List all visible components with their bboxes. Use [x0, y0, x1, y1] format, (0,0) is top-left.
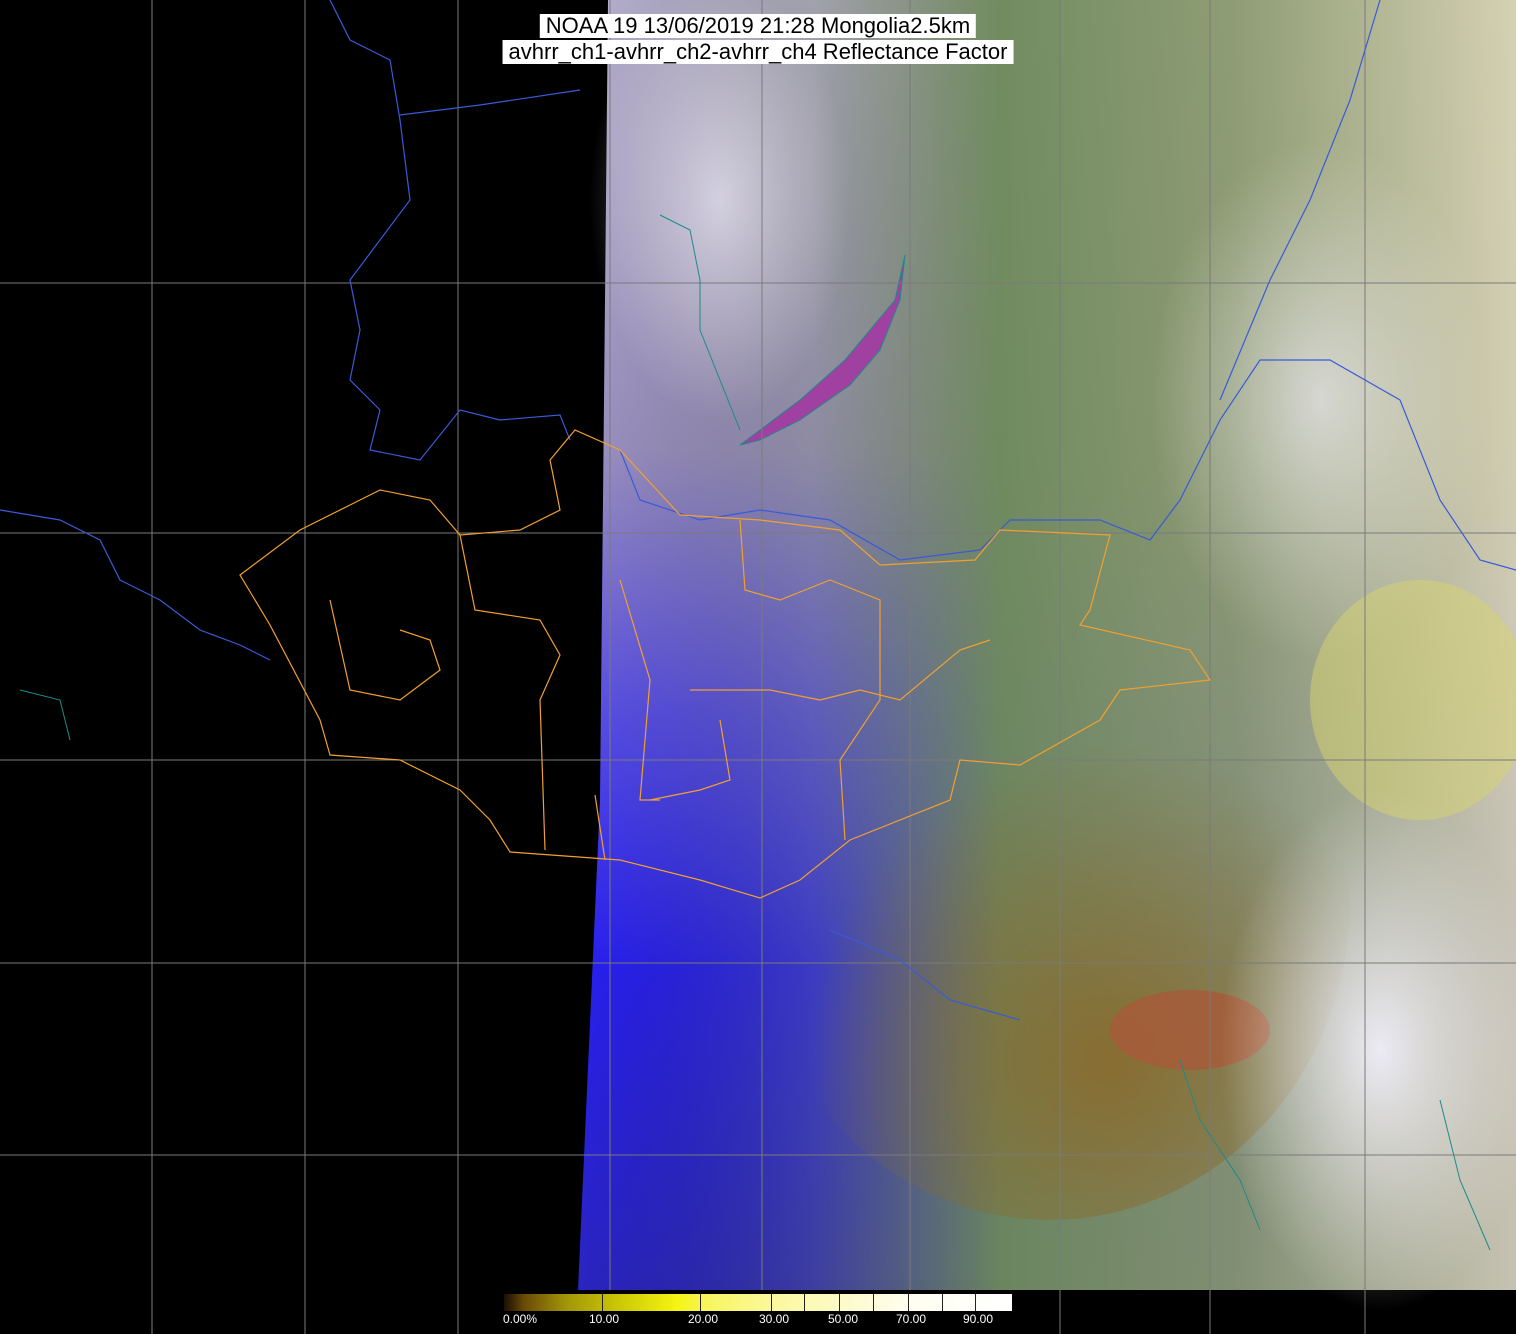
rivers-coastlines [19, 214, 1491, 1251]
colorbar-label: 70.00 [895, 1312, 927, 1326]
colorbar-tick [700, 1294, 701, 1311]
colorbar-label: 0.00% [502, 1312, 538, 1326]
colorbar-tick [804, 1294, 805, 1311]
satellite-swath [578, 0, 1516, 1310]
title-line-2: avhrr_ch1-avhrr_ch2-avhrr_ch4 Reflectanc… [502, 40, 1014, 64]
colorbar-label: 30.00 [758, 1312, 790, 1326]
colorbar-gradient [504, 1294, 1012, 1311]
colorbar-label: 10.00 [588, 1312, 620, 1326]
colorbar-label: 90.00 [962, 1312, 994, 1326]
colorbar-tick [873, 1294, 874, 1311]
colorbar-tick [942, 1294, 943, 1311]
colorbar-tick [602, 1294, 603, 1311]
country-borders [0, 0, 1516, 1021]
admin-borders [239, 429, 1212, 899]
colorbar-tick [975, 1294, 976, 1311]
colorbar-tick [908, 1294, 909, 1311]
colorbar-tick [839, 1294, 840, 1311]
title-line-1: NOAA 19 13/06/2019 21:28 Mongolia2.5km [539, 14, 977, 38]
colorbar-label: 20.00 [687, 1312, 719, 1326]
colorbar: 0.00% 10.00 20.00 30.00 50.00 70.00 90.0… [500, 1290, 1018, 1334]
colorbar-label: 50.00 [827, 1312, 859, 1326]
colorbar-tick [771, 1294, 772, 1311]
lake-baikal [739, 254, 906, 446]
